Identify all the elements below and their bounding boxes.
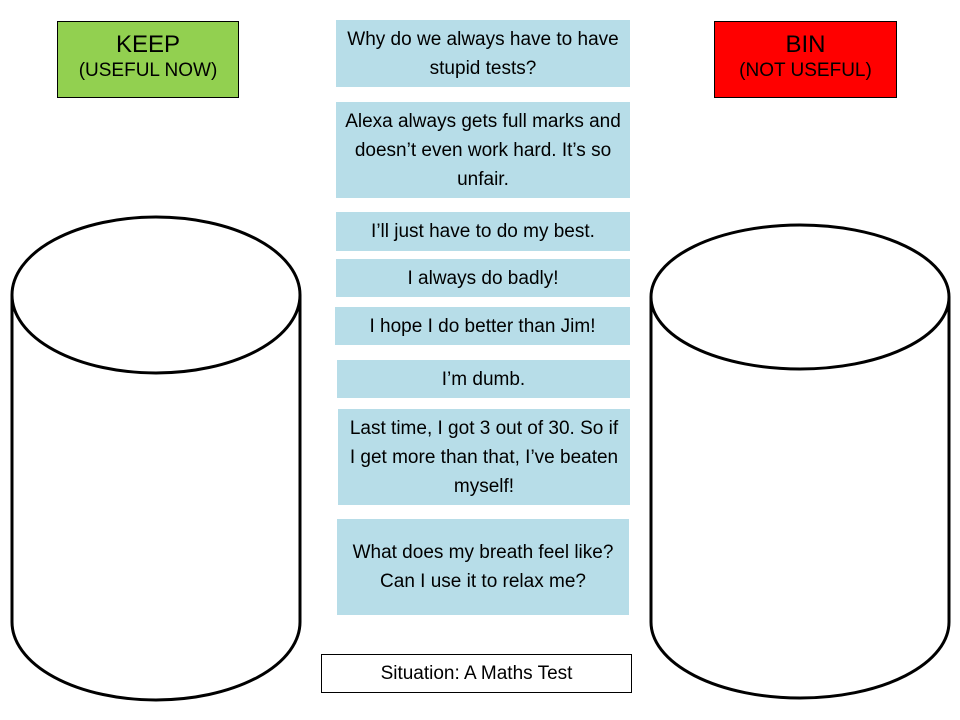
card-text: I’ll just have to do my best.: [371, 221, 595, 242]
card-text: I’m dumb.: [441, 368, 526, 390]
thought-card[interactable]: Alexa always gets full marks and doesn’t…: [336, 102, 630, 198]
bin-label: BIN (NOT USEFUL): [714, 21, 897, 98]
card-text: I always do badly!: [407, 267, 559, 289]
thought-card[interactable]: I’ll just have to do my best.: [336, 212, 630, 251]
bin-title: BIN: [785, 31, 826, 58]
thought-card[interactable]: Why do we always have to have stupid tes…: [336, 20, 630, 87]
keep-subtitle: (USEFUL NOW): [78, 60, 218, 81]
thought-card[interactable]: What does my breath feel like? Can I use…: [337, 519, 629, 615]
keep-label: KEEP (USEFUL NOW): [57, 21, 239, 98]
card-text: What does my breath feel like? Can I use…: [352, 542, 614, 592]
situation-label: Situation: A Maths Test: [321, 654, 632, 693]
keep-title: KEEP: [115, 31, 181, 58]
thought-card[interactable]: I always do badly!: [336, 259, 630, 297]
card-text: I hope I do better than Jim!: [369, 315, 596, 337]
bin-subtitle: (NOT USEFUL): [739, 60, 872, 81]
thought-card[interactable]: I’m dumb.: [337, 360, 630, 398]
thought-card[interactable]: Last time, I got 3 out of 30. So if I ge…: [338, 409, 630, 505]
card-text: Last time, I got 3 out of 30. So if I ge…: [349, 417, 619, 497]
card-text: Why do we always have to have stupid tes…: [347, 28, 619, 79]
keep-cylinder[interactable]: [0, 200, 320, 710]
thought-card[interactable]: I hope I do better than Jim!: [335, 307, 630, 345]
bin-cylinder[interactable]: [640, 200, 960, 710]
card-text: Alexa always gets full marks and doesn’t…: [345, 110, 621, 190]
